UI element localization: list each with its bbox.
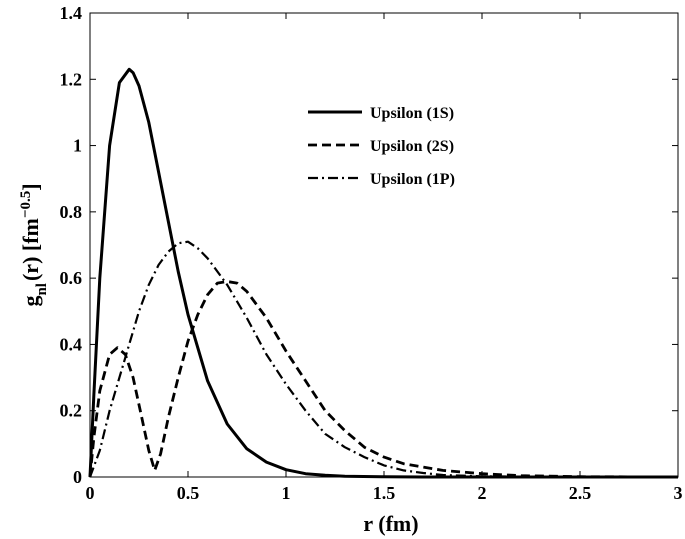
x-tick-label: 2	[478, 483, 487, 503]
y-label-sub: nl	[34, 283, 50, 296]
plot-area	[90, 13, 678, 477]
y-label-main: g	[18, 296, 43, 307]
x-tick-label: 0.5	[177, 483, 200, 503]
y-axis-label: gnl (r) [fm−0.5]	[18, 183, 50, 306]
y-label-close: ]	[18, 183, 43, 190]
legend-label-3: Upsilon (1P)	[370, 171, 455, 188]
tick-layer: 0 0.5 1 1.5 2 2.5 3 0 0.2 0.4 0.6 0.8 1 1.2 1.4	[60, 3, 683, 503]
y-tick-label: 1	[73, 136, 82, 156]
series-line-3	[88, 240, 678, 479]
x-axis-label: r (fm)	[363, 511, 418, 536]
y-label-sup: −0.5	[18, 191, 34, 218]
x-tick-label: 2.5	[569, 483, 592, 503]
y-tick-label: 1.2	[60, 69, 83, 89]
y-tick-label: 0.2	[60, 401, 83, 421]
x-tick-label: 3	[674, 483, 683, 503]
legend-label-2: Upsilon (2S)	[370, 138, 454, 155]
y-tick-label: 0	[73, 467, 82, 487]
legend: Upsilon (1S) Upsilon (2S) Upsilon (1P)	[308, 105, 455, 188]
series-line-2	[88, 280, 679, 479]
x-tick-label: 1	[282, 483, 291, 503]
legend-label-1: Upsilon (1S)	[370, 105, 454, 122]
x-tick-label: 1.5	[373, 483, 396, 503]
y-tick-label: 0.4	[60, 334, 83, 354]
x-tick-label: 0	[86, 483, 95, 503]
y-tick-label: 0.8	[60, 202, 83, 222]
y-label-rest: (r) [fm	[18, 218, 43, 281]
y-tick-label: 0.6	[60, 268, 83, 288]
y-tick-label: 1.4	[60, 3, 83, 23]
